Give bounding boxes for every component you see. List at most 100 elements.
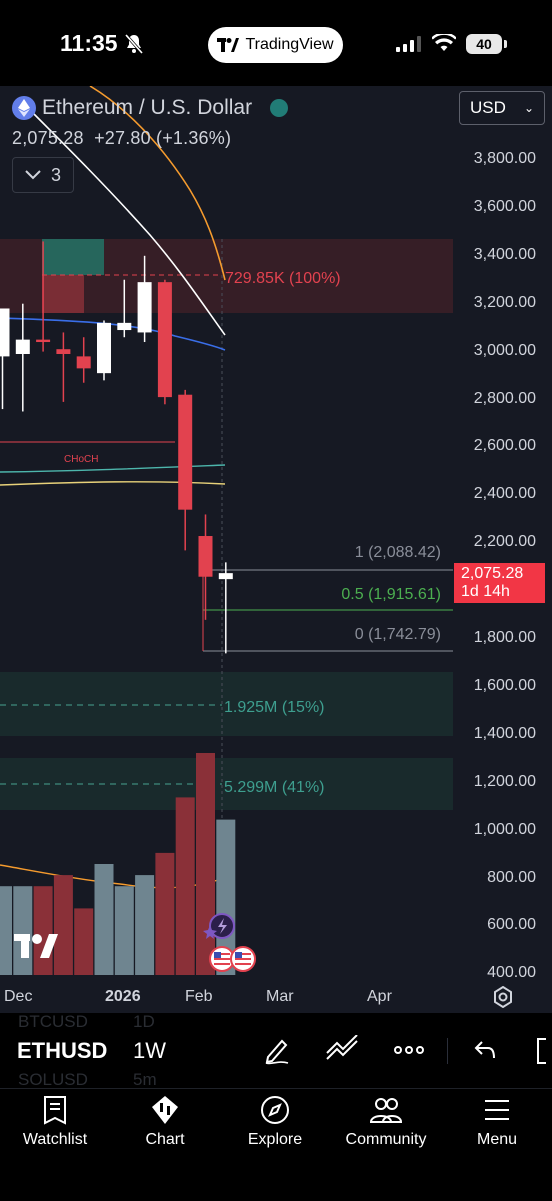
candle-body[interactable] [157,282,172,398]
fib-label-0: 0 (1,742.79) [354,626,441,643]
signal-icon [396,36,421,52]
price-axis-label: 3,000.00 [473,341,536,359]
dividend-event-icon[interactable] [203,913,235,939]
price-axis-label: 1,600.00 [473,676,536,694]
last-price-countdown: 1d 14h [461,583,510,600]
tradingview-logo-icon [217,38,240,52]
tab-chart[interactable]: Chart [110,1095,220,1149]
candles [0,241,233,654]
silent-bell-icon [124,34,144,54]
status-bar: 11:35 TradingView 40 [0,0,552,86]
more-options-icon[interactable] [393,1045,425,1055]
candle-body[interactable] [76,356,91,369]
choch-label: CHoCH [64,454,99,465]
fib-label-1: 1 (2,088.42) [354,544,441,561]
price-axis-label: 2,800.00 [473,389,536,407]
ghost-interval-top: 1D [133,1012,155,1031]
tab-chart-label: Chart [145,1131,185,1148]
ma-teal [0,464,226,473]
candle-body[interactable] [56,349,71,354]
price-axis-label: 2,200.00 [473,533,536,551]
undo-icon[interactable] [474,1040,496,1060]
tab-explore[interactable]: Explore [220,1095,330,1149]
tab-watchlist[interactable]: Watchlist [0,1095,110,1149]
menu-icon [485,1100,509,1120]
indicators-toggle-button[interactable]: 3 [12,157,74,193]
price-axis-label: 1,000.00 [473,820,536,838]
time-axis-label: 2026 [105,988,141,1005]
candle-body[interactable] [117,322,132,331]
volume-bar [94,864,114,975]
settings-gear-icon[interactable] [492,986,514,1008]
price-axis-label: 800.00 [487,868,536,886]
last-price-tag: 2,075.28 1d 14h [454,563,545,603]
trend-tools-icon[interactable] [325,1035,359,1065]
volume-zone-1-label: 1.925M (15%) [224,699,325,716]
fib-label-05: 0.5 (1,915.61) [341,586,441,603]
tab-menu-label: Menu [476,1131,518,1148]
volume-bar [175,797,195,975]
volume-bar [196,753,215,975]
chart-icon [152,1096,178,1124]
candle-body[interactable] [0,308,10,357]
chart-title[interactable]: Ethereum / U.S. Dollar [12,96,289,120]
volume-bar [135,875,155,975]
battery-indicator: 40 [466,34,507,54]
candle-body[interactable] [198,536,213,577]
ma-blue [0,317,226,351]
chevron-down-icon [25,170,41,180]
chart-toolbar [0,1013,552,1088]
tradingview-pill-label: TradingView [245,36,334,53]
time-axis-label: Apr [367,988,392,1005]
volume-bar [53,875,73,975]
ma-white [19,99,226,336]
ethereum-icon [12,96,36,120]
market-open-dot [270,99,289,117]
price-axis-label: 2,600.00 [473,437,536,455]
volume-zone-2 [0,758,453,810]
tab-menu[interactable]: Menu [442,1095,552,1149]
toolbar-divider [447,1038,448,1064]
tradingview-pill[interactable]: TradingView [208,27,343,63]
candle-body[interactable] [218,573,233,580]
price-quote: 2,075.28 +27.80 (+1.36%) [12,128,232,148]
fullscreen-icon[interactable] [536,1037,552,1065]
ghost-interval-bottom: 5m [133,1070,157,1089]
interval-picker[interactable]: 1W [133,1038,166,1063]
price-axis-label: 3,800.00 [473,150,536,167]
candle-body[interactable] [178,394,193,510]
tab-community-label: Community [345,1131,427,1148]
chart-svg[interactable] [0,86,552,1013]
compass-icon [261,1096,289,1124]
us-flag-event-icon[interactable] [209,946,235,972]
us-flag-event-icon-2[interactable] [230,946,256,972]
pen-draw-icon[interactable] [262,1035,292,1065]
candle-body[interactable] [36,339,51,343]
volume-zone-1 [0,672,453,736]
volume-zone-2-label: 5.299M (41%) [224,779,325,796]
supply-zone-label: 729.85K (100%) [225,270,341,287]
last-price-value: 2,075.28 [461,565,524,582]
supply-zone-green [42,239,104,275]
price-axis-label: 3,600.00 [473,197,536,215]
wifi-icon [432,34,456,51]
price-axis-label: 1,800.00 [473,629,536,646]
time-axis-label: Dec [4,988,33,1005]
time-axis-label: Mar [266,988,294,1005]
price-axis-label: 400.00 [487,964,536,982]
candle-body[interactable] [97,322,111,374]
tab-community[interactable]: Community [331,1095,441,1149]
watchlist-icon [44,1096,66,1125]
chevron-down-icon: ⌄ [523,101,534,115]
currency-select[interactable]: USD ⌄ [459,91,545,125]
candle-body[interactable] [15,339,30,354]
chart-canvas[interactable] [0,86,552,1013]
volume-bar [0,886,12,975]
supply-zone-red [42,275,84,313]
volume-bars [0,753,236,975]
ma-orange [89,86,226,281]
status-time: 11:35 [60,30,118,56]
chart-title-label: Ethereum / U.S. Dollar [42,96,253,119]
candle-body[interactable] [137,282,152,333]
symbol-picker[interactable]: ETHUSD [17,1038,108,1063]
